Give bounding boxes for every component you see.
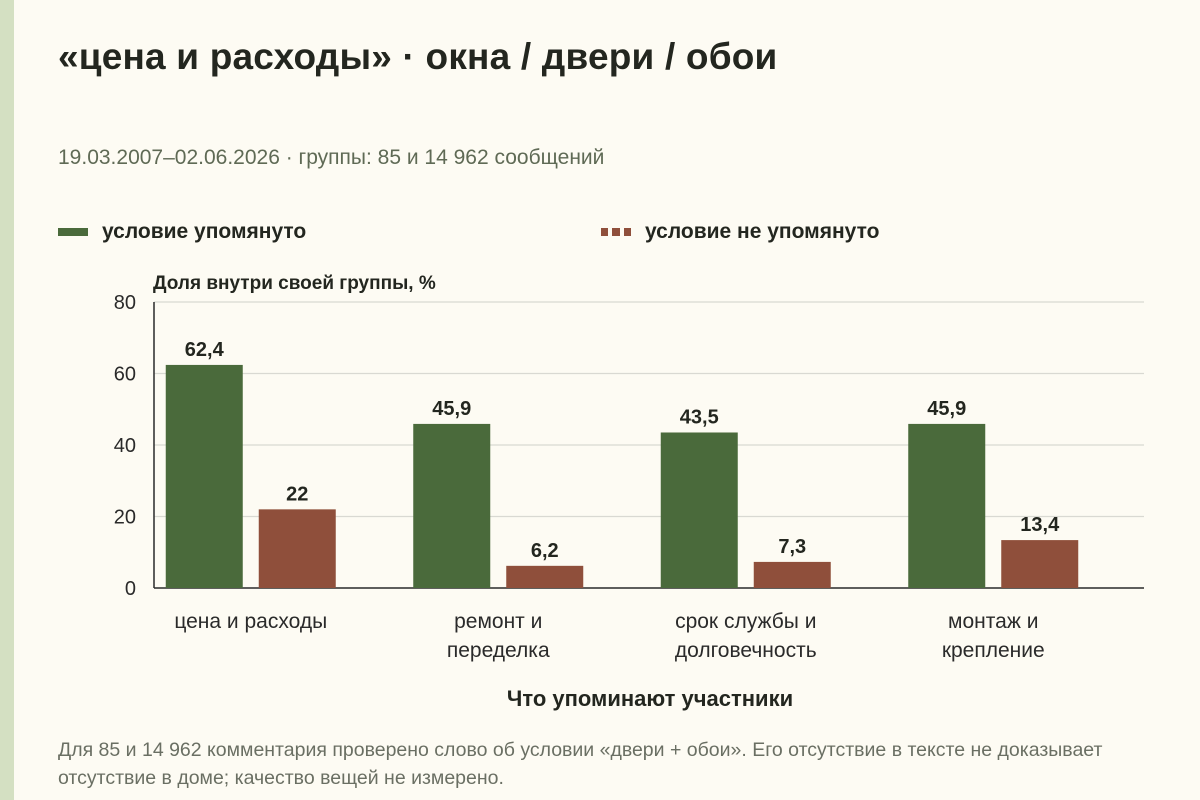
x-tick-label: срок службы и: [675, 610, 816, 633]
data-label: 22: [286, 483, 308, 505]
data-label: 13,4: [1020, 514, 1060, 536]
x-tick-label: цена и расходы: [174, 610, 327, 633]
legend-swatch-not-mentioned: [601, 228, 631, 236]
data-label: 45,9: [432, 398, 471, 420]
legend-item-mentioned: условие упомянуто: [58, 220, 306, 244]
y-tick-label: 40: [114, 435, 136, 457]
data-label: 43,5: [680, 406, 719, 428]
x-tick-label: монтаж и: [948, 610, 1038, 633]
page-title: «цена и расходы» · окна / двери / обои: [58, 36, 778, 77]
bar-not-mentioned: [1001, 540, 1079, 588]
y-tick-label: 0: [125, 578, 136, 600]
bar-not-mentioned: [258, 509, 336, 588]
legend-label-not-mentioned: условие не упомянуто: [645, 220, 880, 243]
x-tick-label: крепление: [942, 639, 1045, 662]
footnote: Для 85 и 14 962 комментария проверено сл…: [58, 739, 1103, 789]
bar-not-mentioned: [753, 561, 831, 588]
data-label: 7,3: [778, 536, 806, 558]
bar-mentioned: [908, 423, 986, 588]
data-label: 45,9: [927, 398, 966, 420]
bar-mentioned: [413, 423, 491, 588]
page-subtitle: 19.03.2007–02.06.2026 · группы: 85 и 14 …: [58, 146, 605, 169]
data-label: 62,4: [185, 339, 225, 361]
data-label: 6,2: [531, 540, 559, 562]
x-tick-label: ремонт и: [454, 610, 542, 633]
y-tick-label: 60: [114, 364, 136, 386]
y-tick-label: 20: [114, 507, 136, 529]
legend-label-mentioned: условие упомянуто: [102, 220, 307, 243]
bar-mentioned: [165, 364, 243, 588]
side-stripe: [0, 0, 14, 800]
bar-not-mentioned: [506, 565, 584, 588]
x-axis-title: Что упоминают участники: [506, 686, 794, 711]
x-tick-label: переделка: [447, 639, 550, 662]
legend-swatch-mentioned: [58, 228, 88, 236]
y-tick-label: 80: [114, 292, 136, 314]
y-axis-title: Доля внутри своей группы, %: [153, 273, 436, 294]
bar-mentioned: [660, 432, 738, 588]
legend-item-not-mentioned: условие не упомянуто: [601, 220, 879, 244]
x-tick-label: долговечность: [675, 639, 817, 662]
